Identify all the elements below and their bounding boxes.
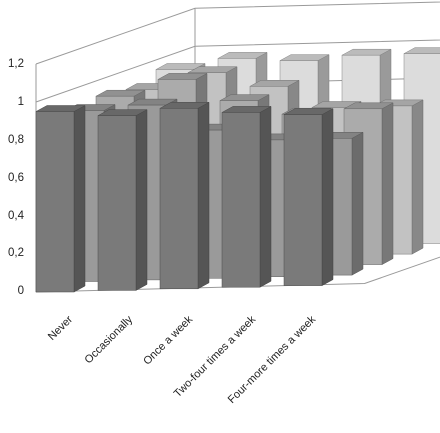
- bar-side: [197, 101, 210, 290]
- y-tick-label: 0,2: [8, 247, 24, 259]
- bar-side: [135, 109, 148, 291]
- y-tick-label: 0: [18, 285, 24, 297]
- bar-front: [221, 112, 261, 288]
- bar-side: [381, 102, 394, 266]
- bars: [35, 47, 440, 293]
- category-label: Never: [46, 313, 75, 342]
- bar-front: [159, 108, 199, 290]
- y-tick-label: 1: [18, 96, 24, 108]
- y-tick-label: 0,6: [8, 172, 24, 184]
- bar-front: [283, 114, 323, 286]
- y-tick-label: 0,4: [8, 210, 25, 222]
- bar-front: [97, 115, 137, 291]
- bar: [221, 105, 272, 288]
- bar-top: [403, 47, 440, 54]
- y-axis: 0 0,2 0,4 0,6 0,8 1 1,2: [8, 58, 25, 297]
- category-label: Once a week: [141, 313, 195, 367]
- bar-side: [73, 105, 86, 293]
- y-tick-label: 0,8: [8, 134, 24, 146]
- category-label: Occasionally: [83, 313, 136, 366]
- bar: [97, 109, 148, 291]
- y-tick-label: 1,2: [8, 58, 24, 70]
- bar-side: [259, 105, 272, 288]
- bar-side: [411, 99, 424, 255]
- gridline: [35, 1, 440, 65]
- bar-side: [321, 108, 334, 287]
- bar-front: [35, 111, 75, 293]
- bar: [283, 108, 334, 287]
- bar: [35, 105, 86, 293]
- bar-side: [351, 131, 364, 276]
- bar: [159, 101, 210, 290]
- x-axis: Never Occasionally Once a week Two-four …: [46, 313, 319, 406]
